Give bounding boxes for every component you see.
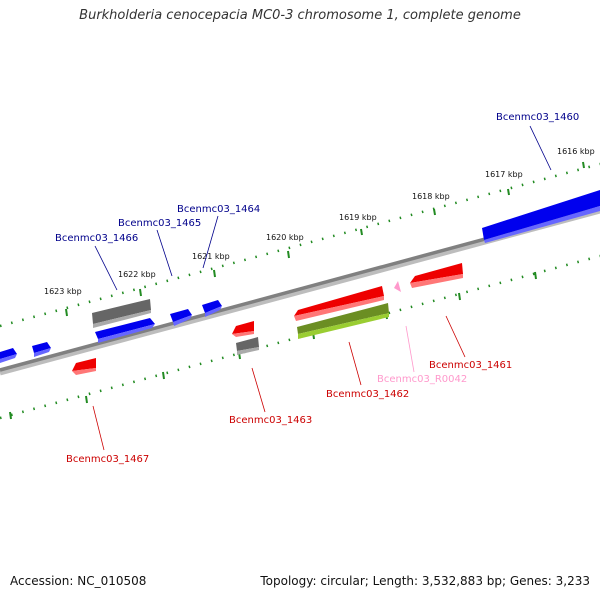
gene-label-R0042[interactable]: Bcenmc03_R0042 xyxy=(377,374,467,385)
outer-major-ticks xyxy=(65,161,585,317)
map-title: Burkholderia cenocepacia MC0-3 chromosom… xyxy=(79,8,521,23)
gene-feature-1463-pseudo[interactable] xyxy=(236,337,259,351)
gene-feature-pseudo-fwd[interactable] xyxy=(92,299,151,324)
tick-label-1617: 1617 kbp xyxy=(485,170,523,179)
gene-label-1463[interactable]: Bcenmc03_1463 xyxy=(229,415,312,426)
gene-label-1465[interactable]: Bcenmc03_1465 xyxy=(118,218,201,229)
tick-label-1621: 1621 kbp xyxy=(192,252,230,261)
tick-label-1620: 1620 kbp xyxy=(266,233,304,242)
gene-feature-fwd-b-shade xyxy=(0,354,17,363)
gene-feature-1463[interactable] xyxy=(232,321,254,334)
gene-feature-1464-shade xyxy=(205,306,222,317)
outer-tick-track xyxy=(0,162,600,328)
gene-feature-fwd-a[interactable] xyxy=(32,342,51,353)
gene-feature-1460-shade xyxy=(484,206,600,243)
gene-feature-1463-shade xyxy=(232,331,254,337)
genome-summary-text: Topology: circular; Length: 3,532,883 bp… xyxy=(260,574,590,588)
gene-feature-1463-pseudo-shade xyxy=(237,347,259,355)
tick-label-1622: 1622 kbp xyxy=(118,270,156,279)
gene-feature-1466-shade xyxy=(98,324,155,343)
gene-label-1467[interactable]: Bcenmc03_1467 xyxy=(66,454,149,465)
gene-feature-1467[interactable] xyxy=(72,358,96,371)
gene-feature-fwd-a-shade xyxy=(34,348,51,357)
gene-feature-rrna[interactable] xyxy=(297,303,389,334)
gene-label-1462[interactable]: Bcenmc03_1462 xyxy=(326,389,409,400)
tick-label-1619: 1619 kbp xyxy=(339,213,377,222)
gene-feature-1464[interactable] xyxy=(202,300,222,313)
gene-label-1466[interactable]: Bcenmc03_1466 xyxy=(55,233,138,244)
gene-label-1460[interactable]: Bcenmc03_1460 xyxy=(496,112,579,123)
gene-feature-R0042[interactable] xyxy=(394,281,401,292)
gene-feature-fwd-b[interactable] xyxy=(0,348,17,359)
gene-feature-1466[interactable] xyxy=(95,318,155,339)
gene-feature-1462-shade xyxy=(294,296,384,321)
gene-feature-1461[interactable] xyxy=(410,263,463,283)
gene-feature-1465-shade xyxy=(173,315,192,326)
gene-feature-pseudo-fwd-shade xyxy=(93,310,151,328)
accession-text: Accession: NC_010508 xyxy=(10,574,147,588)
gene-feature-1462[interactable] xyxy=(294,286,384,316)
gene-feature-rrna-shade xyxy=(298,313,389,339)
tick-label-1623: 1623 kbp xyxy=(44,287,82,296)
tick-label-1616: 1616 kbp xyxy=(557,147,595,156)
gene-label-1464[interactable]: Bcenmc03_1464 xyxy=(177,204,260,215)
gene-feature-1467-shade xyxy=(72,368,96,375)
label-connectors xyxy=(92,125,552,451)
gene-feature-1465[interactable] xyxy=(170,309,192,322)
gene-feature-1460[interactable] xyxy=(482,190,600,240)
tick-label-1618: 1618 kbp xyxy=(412,192,450,201)
gene-label-1461[interactable]: Bcenmc03_1461 xyxy=(429,360,512,371)
gene-feature-1461-shade xyxy=(410,274,463,288)
